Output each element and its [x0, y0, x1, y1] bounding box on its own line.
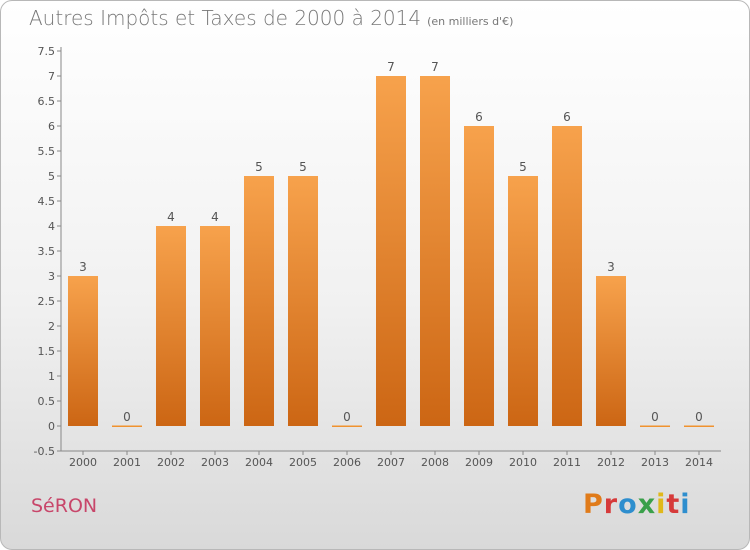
- bar: [156, 226, 186, 426]
- bar-value-label: 3: [607, 260, 615, 274]
- y-tick-label: 4: [48, 220, 55, 233]
- chart-bars: [68, 76, 714, 427]
- x-tick-label: 2011: [553, 456, 581, 469]
- bar: [376, 76, 406, 426]
- chart-title-text: Autres Impôts et Taxes de 2000 à 2014: [29, 6, 422, 30]
- logo-letter: i: [680, 489, 691, 520]
- bar: [68, 276, 98, 426]
- bar: [112, 425, 142, 427]
- bar: [420, 76, 450, 426]
- bar-value-label: 6: [563, 110, 571, 124]
- commune-name: SéRON: [31, 495, 98, 517]
- bar: [332, 425, 362, 427]
- y-tick-label: 3: [48, 270, 55, 283]
- bar-value-label: 7: [431, 60, 439, 74]
- x-tick-label: 2005: [289, 456, 317, 469]
- bar: [288, 176, 318, 426]
- bar: [596, 276, 626, 426]
- logo-letter: P: [583, 489, 604, 520]
- y-tick-label: 3.5: [38, 245, 56, 258]
- x-tick-label: 2001: [113, 456, 141, 469]
- x-tick-label: 2008: [421, 456, 449, 469]
- proxiti-logo[interactable]: Proxiti: [583, 489, 691, 520]
- bar: [508, 176, 538, 426]
- y-tick-label: 0.5: [38, 395, 56, 408]
- logo-letter: x: [637, 489, 657, 520]
- chart-x-ticks: 2000 2001 2002 2003 2004 2005 2006 2007 2008 2009…: [69, 451, 713, 469]
- x-tick-label: 2009: [465, 456, 493, 469]
- y-tick-label: 6: [48, 120, 55, 133]
- logo-letter: i: [656, 489, 667, 520]
- bar: [200, 226, 230, 426]
- bar-value-label: 7: [387, 60, 395, 74]
- x-tick-label: 2010: [509, 456, 537, 469]
- bar-value-label: 6: [475, 110, 483, 124]
- y-tick-label: 4.5: [38, 195, 56, 208]
- y-tick-label: 5.5: [38, 145, 56, 158]
- y-tick-label: 6.5: [38, 95, 56, 108]
- bar-value-label: 5: [255, 160, 263, 174]
- y-tick-label: 2.5: [38, 295, 56, 308]
- x-tick-label: 2000: [69, 456, 97, 469]
- bar-value-label: 5: [299, 160, 307, 174]
- x-tick-label: 2013: [641, 456, 669, 469]
- bar-value-label: 5: [519, 160, 527, 174]
- bar: [552, 126, 582, 426]
- bar-value-label: 4: [167, 210, 175, 224]
- logo-letter: r: [603, 489, 619, 520]
- y-tick-label: 0: [48, 420, 55, 433]
- bar: [684, 425, 714, 427]
- x-tick-label: 2007: [377, 456, 405, 469]
- x-tick-label: 2006: [333, 456, 361, 469]
- y-tick-label: 2: [48, 320, 55, 333]
- y-tick-label: 7.5: [38, 45, 56, 58]
- bar: [464, 126, 494, 426]
- y-tick-label: 1: [48, 370, 55, 383]
- x-tick-label: 2004: [245, 456, 273, 469]
- logo-letter: o: [618, 489, 638, 520]
- x-tick-label: 2003: [201, 456, 229, 469]
- y-tick-label: 7: [48, 70, 55, 83]
- logo-letter: t: [666, 489, 681, 520]
- bar-value-label: 0: [343, 410, 351, 424]
- bar-value-label: 0: [651, 410, 659, 424]
- bar-value-label: 0: [123, 410, 131, 424]
- chart-unit: (en milliers d'€): [427, 15, 514, 28]
- chart-value-labels: 3 0 4 4 5 5 0 7 7 6 5 6 3 0 0: [79, 60, 703, 424]
- x-tick-label: 2012: [597, 456, 625, 469]
- y-tick-label: 5: [48, 170, 55, 183]
- chart-title: Autres Impôts et Taxes de 2000 à 2014 (en…: [29, 6, 513, 30]
- bar: [244, 176, 274, 426]
- bar-value-label: 3: [79, 260, 87, 274]
- bar-value-label: 0: [695, 410, 703, 424]
- x-tick-label: 2002: [157, 456, 185, 469]
- bar-value-label: 4: [211, 210, 219, 224]
- bar: [640, 425, 670, 427]
- chart-y-ticks: -0.5 0 0.5 1 1.5 2 2.5 3 3.5 4 4.5 5 5.5 6 6.5 7 7.5: [34, 45, 61, 458]
- x-tick-label: 2014: [685, 456, 713, 469]
- y-tick-label: 1.5: [38, 345, 56, 358]
- y-tick-label: -0.5: [34, 445, 55, 458]
